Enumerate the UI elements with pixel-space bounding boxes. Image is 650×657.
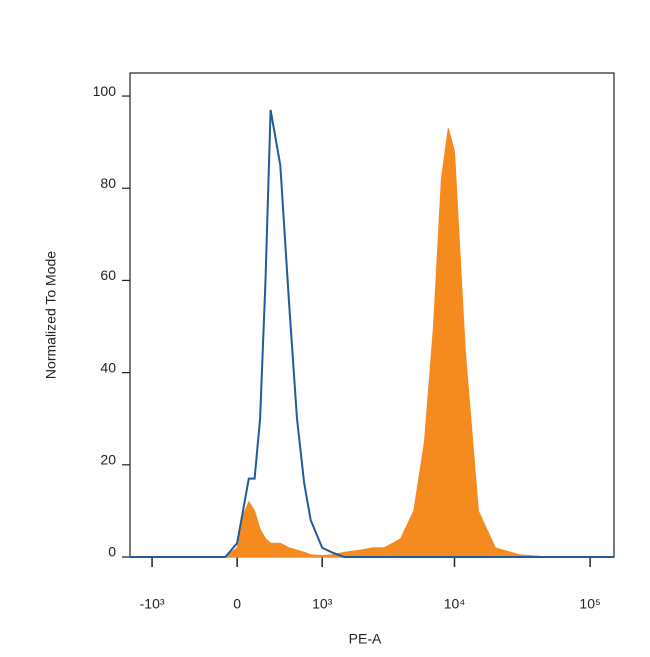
x-tick-label: 0 <box>233 596 241 612</box>
x-tick-label: 10³ <box>312 596 333 612</box>
y-tick-label: 80 <box>100 175 116 191</box>
y-tick-label: 0 <box>108 544 116 560</box>
y-tick-label: 100 <box>93 83 117 99</box>
y-axis-label: Normalized To Mode <box>43 251 59 379</box>
histogram-area <box>130 128 614 558</box>
y-tick-label: 60 <box>100 267 116 283</box>
y-tick-label: 20 <box>100 452 116 468</box>
x-tick-label: 10⁵ <box>579 596 600 612</box>
x-tick-label: -10³ <box>140 596 165 612</box>
y-tick-label: 40 <box>100 359 116 375</box>
histogram-line <box>130 109 614 558</box>
plot-frame <box>129 72 615 558</box>
x-tick-label: 10⁴ <box>444 596 466 612</box>
x-axis-label: PE-A <box>349 631 382 647</box>
